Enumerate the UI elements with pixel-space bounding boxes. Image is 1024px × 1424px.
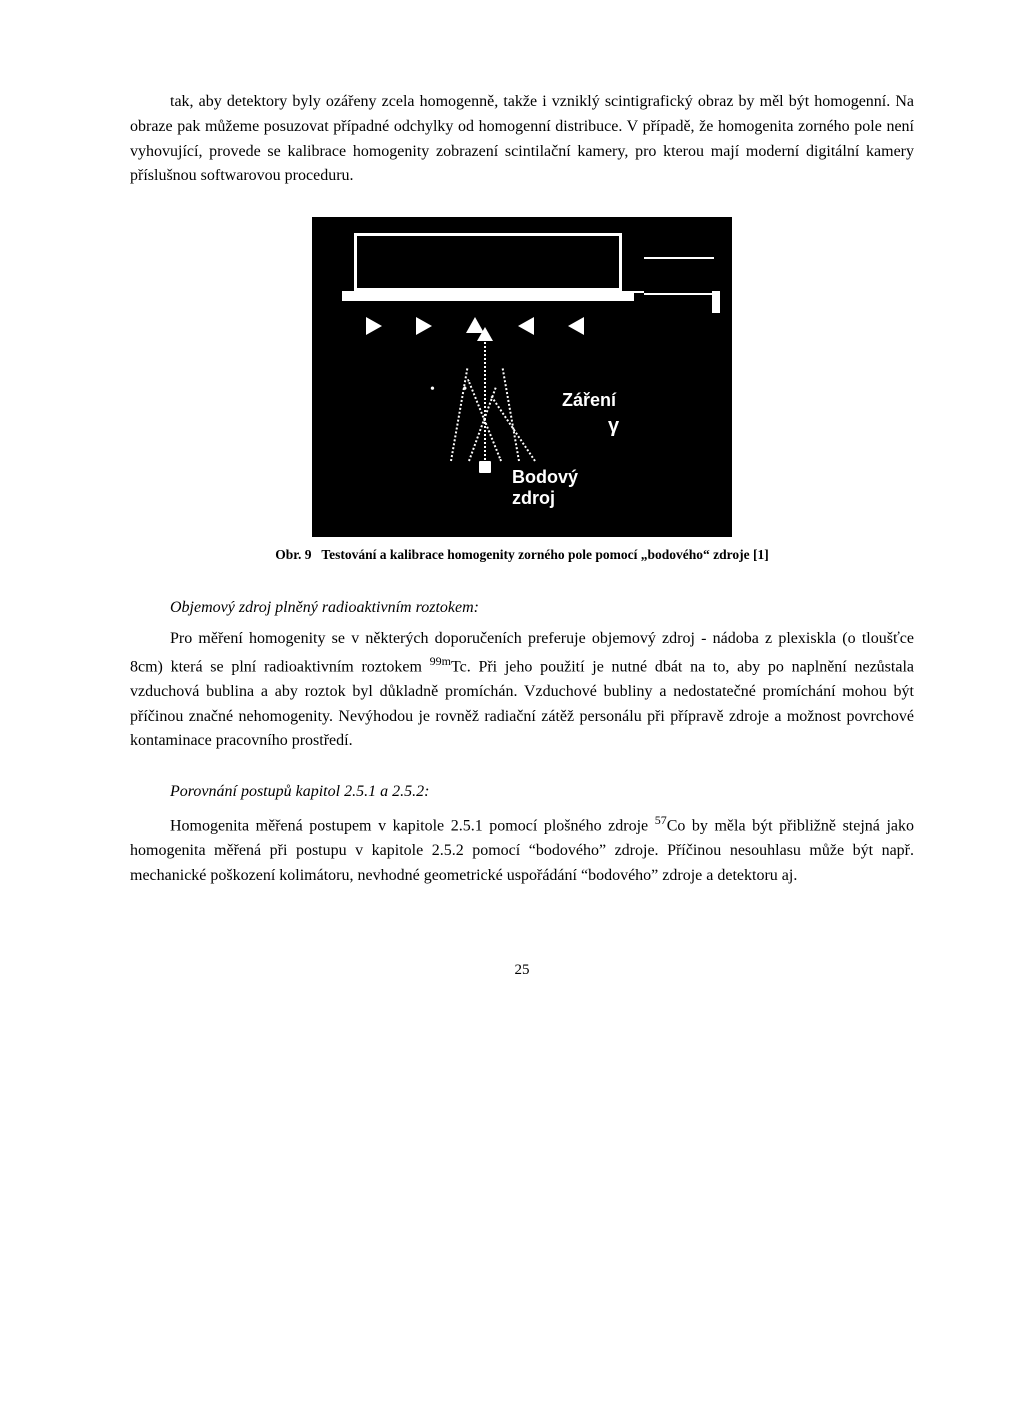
paragraph-1: tak, aby detektory byly ozářeny zcela ho… <box>130 90 914 189</box>
subheading-objemovy: Objemový zdroj plněný radioaktivním rozt… <box>130 596 914 621</box>
paragraph-2: Pro měření homogenity se v některých dop… <box>130 627 914 754</box>
page-number: 25 <box>130 959 914 982</box>
arrow-icon <box>416 317 432 335</box>
isotope-element: Co <box>667 817 686 834</box>
label-bodovy-line2: zdroj <box>512 488 555 508</box>
figure-9-graphic: • • Záření γ Bodový zdroj <box>312 217 732 537</box>
arrow-row <box>366 317 584 335</box>
caption-text: Testování a kalibrace homogenity zorného… <box>321 547 768 562</box>
isotope-mass: 99m <box>430 654 451 668</box>
paragraph-3: Homogenita měřená postupem v kapitole 2.… <box>130 811 914 889</box>
caption-prefix: Obr. 9 <box>275 547 311 562</box>
point-source-icon <box>479 461 491 473</box>
paragraph-3a: Homogenita měřená postupem v kapitole 2.… <box>170 817 655 834</box>
label-bodovy-line1: Bodový <box>512 467 578 487</box>
label-bodovy-zdroj: Bodový zdroj <box>512 467 578 508</box>
figure-9: • • Záření γ Bodový zdroj <box>312 217 732 537</box>
side-bar <box>712 291 720 313</box>
arrow-icon <box>518 317 534 335</box>
isotope-element: Tc <box>451 658 467 675</box>
figure-9-caption: Obr. 9 Testování a kalibrace homogenity … <box>130 545 914 566</box>
arrow-icon <box>366 317 382 335</box>
detector-base <box>342 291 634 301</box>
isotope-mass: 57 <box>655 813 667 827</box>
arrow-icon <box>568 317 584 335</box>
side-box <box>644 257 714 295</box>
subheading-porovnani: Porovnání postupů kapitol 2.5.1 a 2.5.2: <box>130 780 914 805</box>
beam-line <box>484 335 486 463</box>
detector-outline <box>354 233 622 291</box>
label-gamma: γ <box>608 411 619 442</box>
